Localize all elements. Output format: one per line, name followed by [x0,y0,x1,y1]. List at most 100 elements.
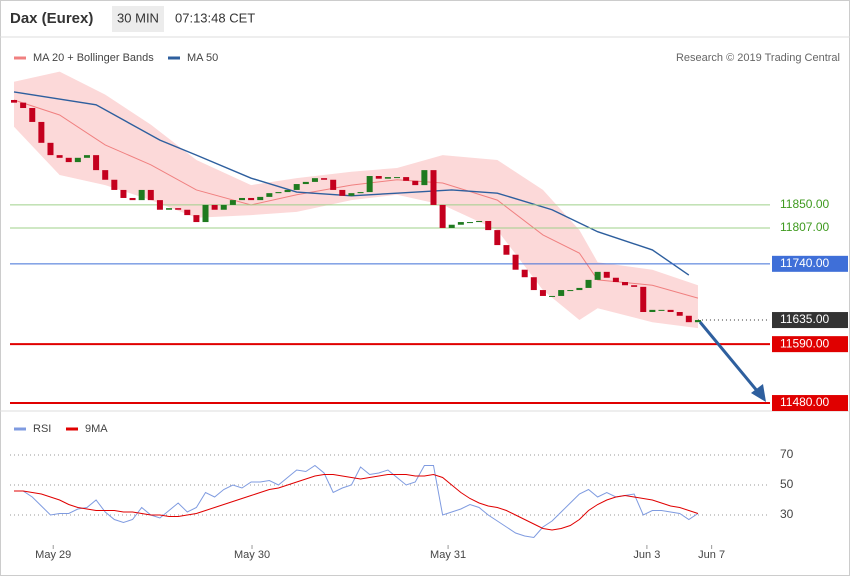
level-label: 11850.00 [780,197,829,211]
x-tick-label: May 30 [234,549,270,561]
candle [685,315,692,323]
candle [439,204,446,228]
level-label-box [772,255,848,272]
candle [138,189,145,201]
candle [348,193,355,196]
candle [366,176,373,193]
candle [521,269,528,278]
candle [284,189,291,193]
candle [576,287,583,291]
x-tick-label: Jun 3 [633,549,660,561]
candle [476,220,483,223]
candle [229,200,236,205]
level-label-box [772,336,848,353]
legend-label: MA 20 + Bollinger Bands [33,52,154,64]
series-line [14,473,699,531]
level-label: 11590.00 [780,336,829,350]
level-label: 11807.00 [780,220,829,234]
candle [558,290,565,296]
timeframe-box [112,6,164,32]
candle [93,155,100,171]
candle [412,180,419,186]
series-line [14,464,699,539]
candle [293,184,300,190]
candle [503,245,510,255]
candle [220,204,227,210]
y-tick-label: 50 [780,477,794,491]
candle [11,99,18,103]
candle [311,178,318,182]
candle [640,286,647,313]
candle [403,177,410,181]
candle [649,309,656,313]
candle [430,170,437,205]
y-tick-label: 30 [780,507,794,521]
timestamp: 07:13:48 CET [175,10,255,25]
x-tick-label: Jun 7 [698,549,725,561]
candle [275,192,282,194]
candle [330,179,337,190]
level-label: 11635.00 [780,312,829,326]
moving-average [13,99,699,299]
level-label: 11740.00 [780,256,829,270]
candle [357,192,364,194]
candle [549,295,556,297]
candle [612,277,619,283]
candle [74,157,81,163]
candle [667,309,674,313]
candle [147,189,154,201]
candle [248,197,255,201]
candle [83,155,90,158]
candle [421,170,428,186]
candle [257,196,264,201]
candle [631,285,638,287]
level-label-box [772,395,848,412]
candle [321,178,328,180]
candle [485,220,492,231]
candle [184,209,191,216]
candle [102,170,109,180]
candle [694,320,701,323]
candle [38,121,45,143]
candle [29,108,36,122]
candle [20,102,27,109]
candle [466,222,473,224]
candle [302,181,309,185]
candle [494,230,501,246]
candle [211,204,218,210]
candle [658,309,665,311]
forecast-arrow [698,321,766,402]
instrument-title: Dax (Eurex) [10,10,93,27]
candle [512,254,519,270]
candle [448,224,455,228]
candle [384,177,391,179]
candle [457,222,464,225]
candle [193,215,200,223]
candle [65,157,72,163]
candle [129,197,136,201]
candle [175,208,182,210]
candle [622,282,629,286]
candle [585,279,592,288]
candle [238,197,245,201]
candle [202,204,209,223]
candle [539,290,546,296]
candle [375,176,382,179]
candle [394,177,401,179]
candle [339,189,346,196]
candle [47,142,54,156]
candle [603,271,610,278]
legend-label: MA 50 [187,52,218,64]
legend-label: 9MA [85,423,108,435]
timeframe: 30 MIN [117,10,159,25]
candle [111,179,118,190]
candle [166,208,173,210]
candle [266,193,273,197]
level-label-box [772,312,848,329]
candle [120,189,127,198]
x-tick-label: May 31 [430,549,466,561]
candle [594,271,601,280]
candle [676,312,683,316]
